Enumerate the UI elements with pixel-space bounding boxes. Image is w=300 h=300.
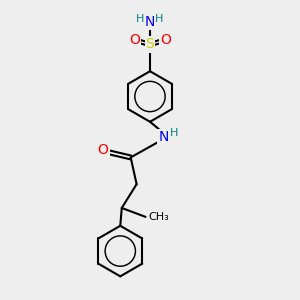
Text: O: O bbox=[129, 33, 140, 47]
Text: H: H bbox=[136, 14, 145, 24]
Text: H: H bbox=[155, 14, 164, 24]
Text: N: N bbox=[145, 15, 155, 29]
Text: CH₃: CH₃ bbox=[148, 212, 169, 222]
Text: O: O bbox=[160, 33, 171, 47]
Text: O: O bbox=[98, 143, 109, 157]
Text: S: S bbox=[146, 38, 154, 52]
Text: H: H bbox=[170, 128, 178, 138]
Text: N: N bbox=[158, 130, 169, 144]
